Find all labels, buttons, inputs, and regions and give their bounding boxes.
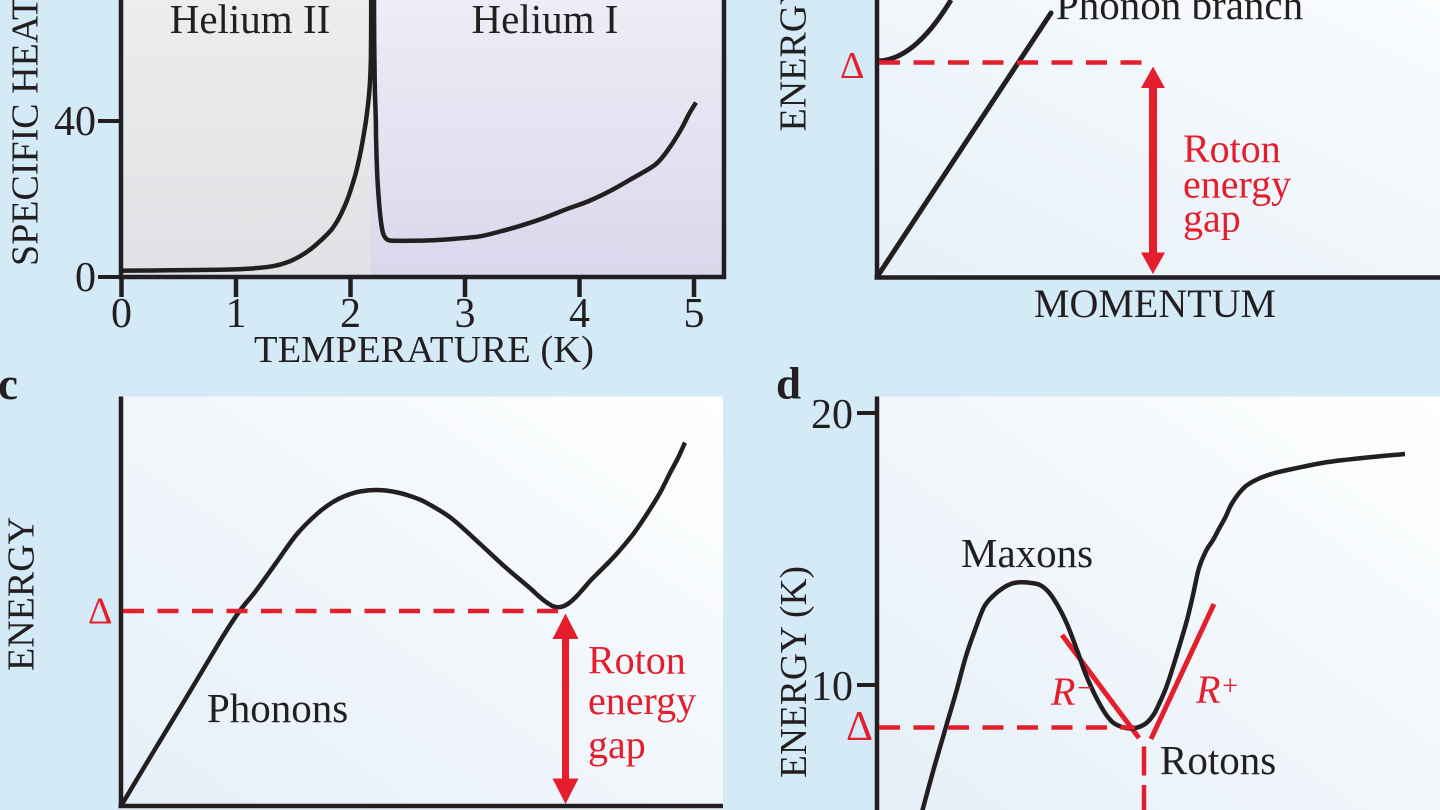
svg-text:2: 2 bbox=[340, 291, 361, 337]
svg-text:5: 5 bbox=[684, 291, 705, 337]
svg-text:Roton: Roton bbox=[588, 638, 686, 683]
svg-text:ENERGY (K): ENERGY (K) bbox=[773, 566, 815, 778]
svg-text:Δ: Δ bbox=[840, 45, 864, 87]
svg-text:0: 0 bbox=[75, 255, 96, 301]
svg-text:energy: energy bbox=[1183, 162, 1291, 207]
svg-text:ENERGY: ENERGY bbox=[773, 0, 815, 132]
svg-text:Helium I: Helium I bbox=[472, 0, 619, 42]
svg-text:TEMPERATURE (K): TEMPERATURE (K) bbox=[254, 329, 594, 371]
svg-text:4: 4 bbox=[569, 291, 590, 337]
svg-text:MOMENTUM: MOMENTUM bbox=[1034, 281, 1276, 326]
svg-text:40: 40 bbox=[54, 99, 96, 145]
svg-text:10: 10 bbox=[811, 664, 853, 710]
svg-text:20: 20 bbox=[811, 392, 853, 438]
svg-text:3: 3 bbox=[455, 291, 476, 337]
svg-text:Helium II: Helium II bbox=[170, 0, 331, 42]
svg-text:R−: R− bbox=[1050, 669, 1094, 714]
svg-text:Phonon branch: Phonon branch bbox=[1056, 0, 1303, 28]
svg-text:Roton: Roton bbox=[1183, 126, 1281, 171]
svg-text:d: d bbox=[776, 359, 801, 409]
svg-text:ENERGY: ENERGY bbox=[1, 517, 43, 671]
svg-text:Δ: Δ bbox=[846, 704, 873, 750]
svg-text:Δ: Δ bbox=[88, 591, 112, 633]
svg-text:Maxons: Maxons bbox=[961, 530, 1093, 576]
svg-text:Phonons: Phonons bbox=[207, 685, 348, 731]
svg-text:SPECIFIC HEAT: SPECIFIC HEAT bbox=[5, 0, 47, 266]
svg-text:gap: gap bbox=[1183, 196, 1241, 241]
svg-text:c: c bbox=[0, 359, 18, 409]
svg-text:1: 1 bbox=[226, 291, 247, 337]
svg-text:0: 0 bbox=[111, 291, 132, 337]
svg-text:Rotons: Rotons bbox=[1160, 737, 1276, 783]
svg-text:gap: gap bbox=[588, 722, 646, 767]
svg-text:energy: energy bbox=[588, 678, 696, 723]
